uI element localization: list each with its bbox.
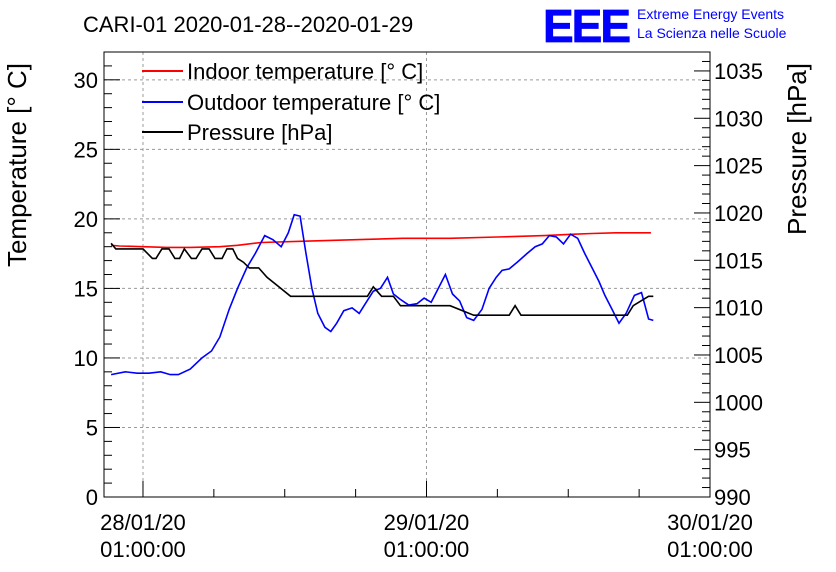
- x-tick-label-date: 30/01/20: [667, 510, 753, 535]
- series-line-outdoor-temperature: [110, 213, 654, 376]
- right-tick-label: 990: [714, 485, 751, 510]
- x-tick-label-time: 01:00:00: [667, 537, 753, 562]
- right-tick-label: 1020: [714, 201, 763, 226]
- legend: Indoor temperature [° C] Outdoor tempera…: [142, 59, 440, 145]
- series-layer: [110, 213, 654, 376]
- legend-label-indoor: Indoor temperature [° C]: [187, 59, 423, 84]
- left-axis-title: Temperature [° C]: [2, 63, 32, 267]
- right-tick-label: 1000: [714, 390, 763, 415]
- right-tick-label: 1025: [714, 154, 763, 179]
- left-tick-label: 25: [74, 137, 98, 162]
- right-tick-label: 1035: [714, 59, 763, 84]
- eee-logo-line2: La Scienza nelle Scuole: [637, 25, 787, 41]
- left-tick-label: 5: [86, 415, 98, 440]
- left-axis: 0 5 10 15 20 25 30: [74, 65, 120, 510]
- x-tick-label-date: 29/01/20: [384, 510, 470, 535]
- left-tick-label: 15: [74, 276, 98, 301]
- right-axis: 990 995 1000 1005 1010 1015 1020 1025 1030 1035: [694, 59, 763, 510]
- x-axis: 28/01/2001:00:0029/01/2001:00:0030/01/20…: [100, 481, 753, 562]
- eee-logo-line1: Extreme Energy Events: [637, 6, 784, 22]
- eee-logo: EEE Extreme Energy Events La Scienza nel…: [543, 0, 787, 52]
- eee-logo-mark: EEE: [543, 0, 629, 52]
- right-tick-label: 1015: [714, 248, 763, 273]
- x-tick-label-time: 01:00:00: [384, 537, 470, 562]
- right-tick-label: 1010: [714, 296, 763, 321]
- series-line-indoor-temperature: [111, 232, 651, 249]
- right-axis-title: Pressure [hPa]: [782, 63, 812, 235]
- x-tick-label-time: 01:00:00: [100, 537, 186, 562]
- right-tick-label: 1005: [714, 343, 763, 368]
- legend-label-pressure: Pressure [hPa]: [187, 120, 333, 145]
- chart-title: CARI-01 2020-01-28--2020-01-29: [83, 12, 413, 37]
- left-tick-label: 10: [74, 346, 98, 371]
- left-tick-label: 20: [74, 207, 98, 232]
- right-tick-label: 1030: [714, 106, 763, 131]
- right-tick-label: 995: [714, 438, 751, 463]
- left-tick-label: 0: [86, 485, 98, 510]
- legend-label-outdoor: Outdoor temperature [° C]: [187, 90, 440, 115]
- series-line-pressure: [110, 242, 654, 317]
- left-tick-label: 30: [74, 68, 98, 93]
- x-tick-label-date: 28/01/20: [100, 510, 186, 535]
